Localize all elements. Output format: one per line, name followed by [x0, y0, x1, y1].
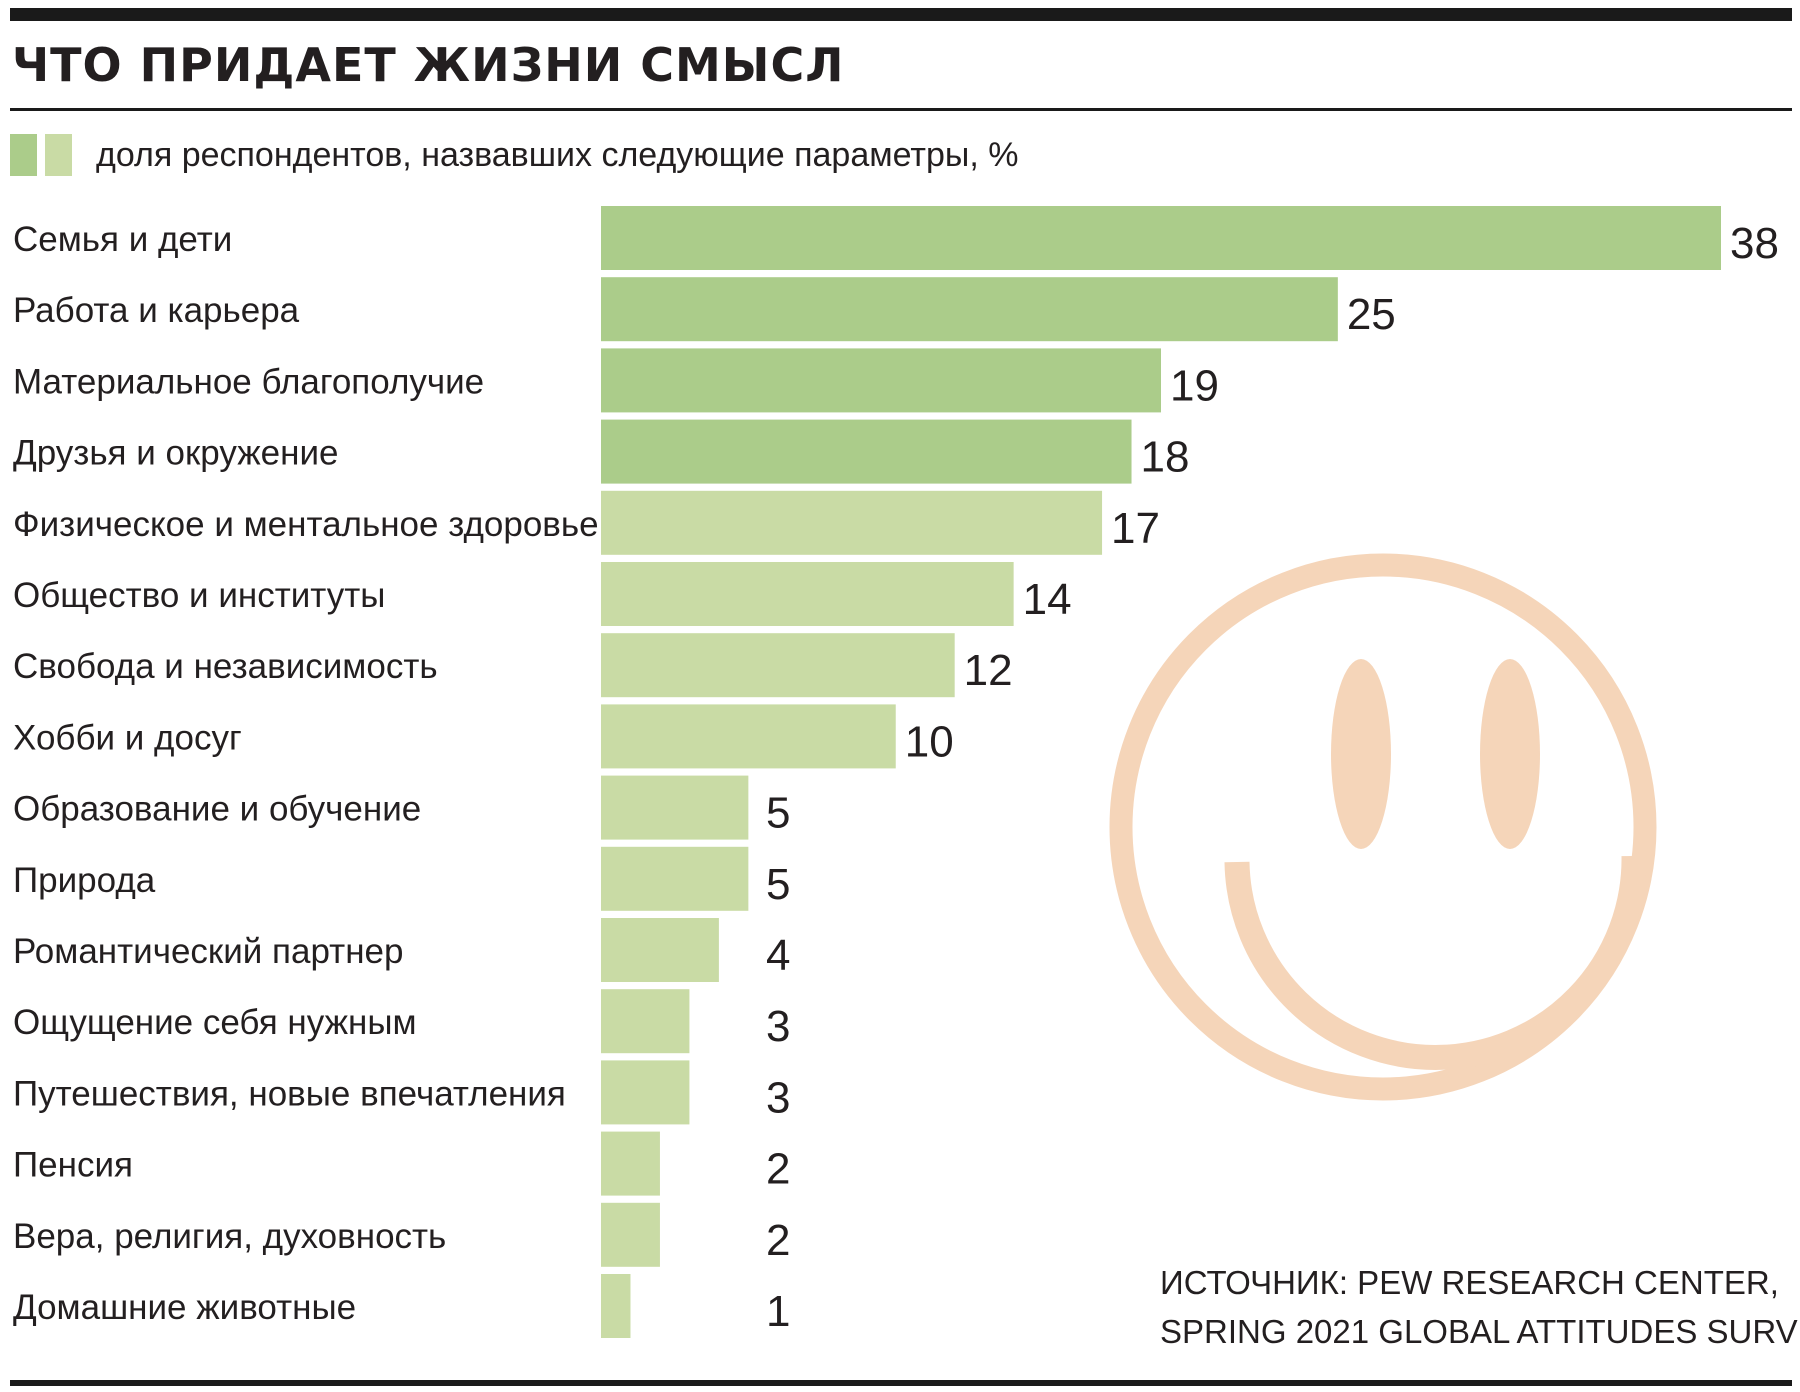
bar	[601, 704, 896, 769]
category-label: Домашние животные	[13, 1288, 356, 1327]
value-label: 10	[905, 717, 954, 766]
value-label: 18	[1141, 433, 1190, 482]
legend: доля респондентов, назвавших следующие п…	[10, 133, 1018, 177]
category-label: Пенсия	[13, 1146, 133, 1185]
category-label: Образование и обучение	[13, 790, 421, 829]
value-label: 38	[1730, 219, 1779, 268]
bar	[601, 633, 955, 698]
bar	[601, 1274, 631, 1338]
value-label: 17	[1111, 504, 1160, 553]
value-label: 25	[1347, 290, 1396, 339]
legend-swatch-light	[45, 134, 72, 176]
bar	[601, 419, 1132, 484]
bar	[601, 846, 749, 911]
source-line-1: ИСТОЧНИК: PEW RESEARCH CENTER,	[1160, 1264, 1779, 1301]
category-label: Физическое и ментальное здоровье	[13, 505, 599, 544]
bar	[601, 989, 690, 1054]
bar	[601, 1131, 660, 1196]
bar	[601, 562, 1014, 626]
category-label: Ощущение себя нужным	[13, 1003, 417, 1042]
category-label: Друзья и окружение	[13, 434, 338, 473]
top-rule	[10, 8, 1792, 21]
category-label: Свобода и независимость	[13, 647, 438, 686]
value-label: 12	[964, 646, 1013, 695]
source-line-2: SPRING 2021 GLOBAL ATTITUDES SURVEY.	[1160, 1313, 1800, 1350]
category-label: Семья и дети	[13, 220, 232, 259]
value-label: 2	[766, 1145, 790, 1194]
value-label: 5	[766, 789, 790, 838]
category-label: Общество и институты	[13, 576, 385, 615]
category-label: Вера, религия, духовность	[13, 1217, 446, 1256]
bar	[601, 1060, 690, 1125]
legend-swatch-dark	[10, 134, 37, 176]
chart-title: ЧТО ПРИДАЕТ ЖИЗНИ СМЫСЛ	[12, 38, 845, 92]
category-label: Хобби и досуг	[13, 718, 242, 757]
smiley-face-icon	[1109, 553, 1657, 1101]
value-label: 14	[1023, 575, 1072, 624]
value-label: 3	[766, 1073, 790, 1122]
title-divider	[10, 108, 1792, 111]
legend-text: доля респондентов, назвавших следующие п…	[96, 135, 1019, 174]
source-note: ИСТОЧНИК: PEW RESEARCH CENTER, SPRING 20…	[1160, 1258, 1800, 1356]
value-label: 4	[766, 931, 790, 980]
bar	[601, 277, 1338, 342]
category-label: Романтический партнер	[13, 932, 403, 971]
value-label: 5	[766, 860, 790, 909]
bar	[601, 206, 1721, 270]
bar	[601, 775, 749, 840]
value-label: 19	[1170, 361, 1219, 410]
bottom-rule	[10, 1380, 1792, 1386]
value-label: 2	[766, 1216, 790, 1265]
category-label: Природа	[13, 861, 156, 900]
value-label: 3	[766, 1002, 790, 1051]
category-label: Материальное благополучие	[13, 362, 484, 401]
category-label: Путешествия, новые впечатления	[13, 1074, 566, 1113]
value-label: 1	[766, 1287, 790, 1336]
bar	[601, 918, 719, 982]
category-label: Работа и карьера	[13, 291, 300, 330]
bar	[601, 1202, 660, 1267]
bar	[601, 490, 1103, 555]
bar	[601, 348, 1161, 413]
